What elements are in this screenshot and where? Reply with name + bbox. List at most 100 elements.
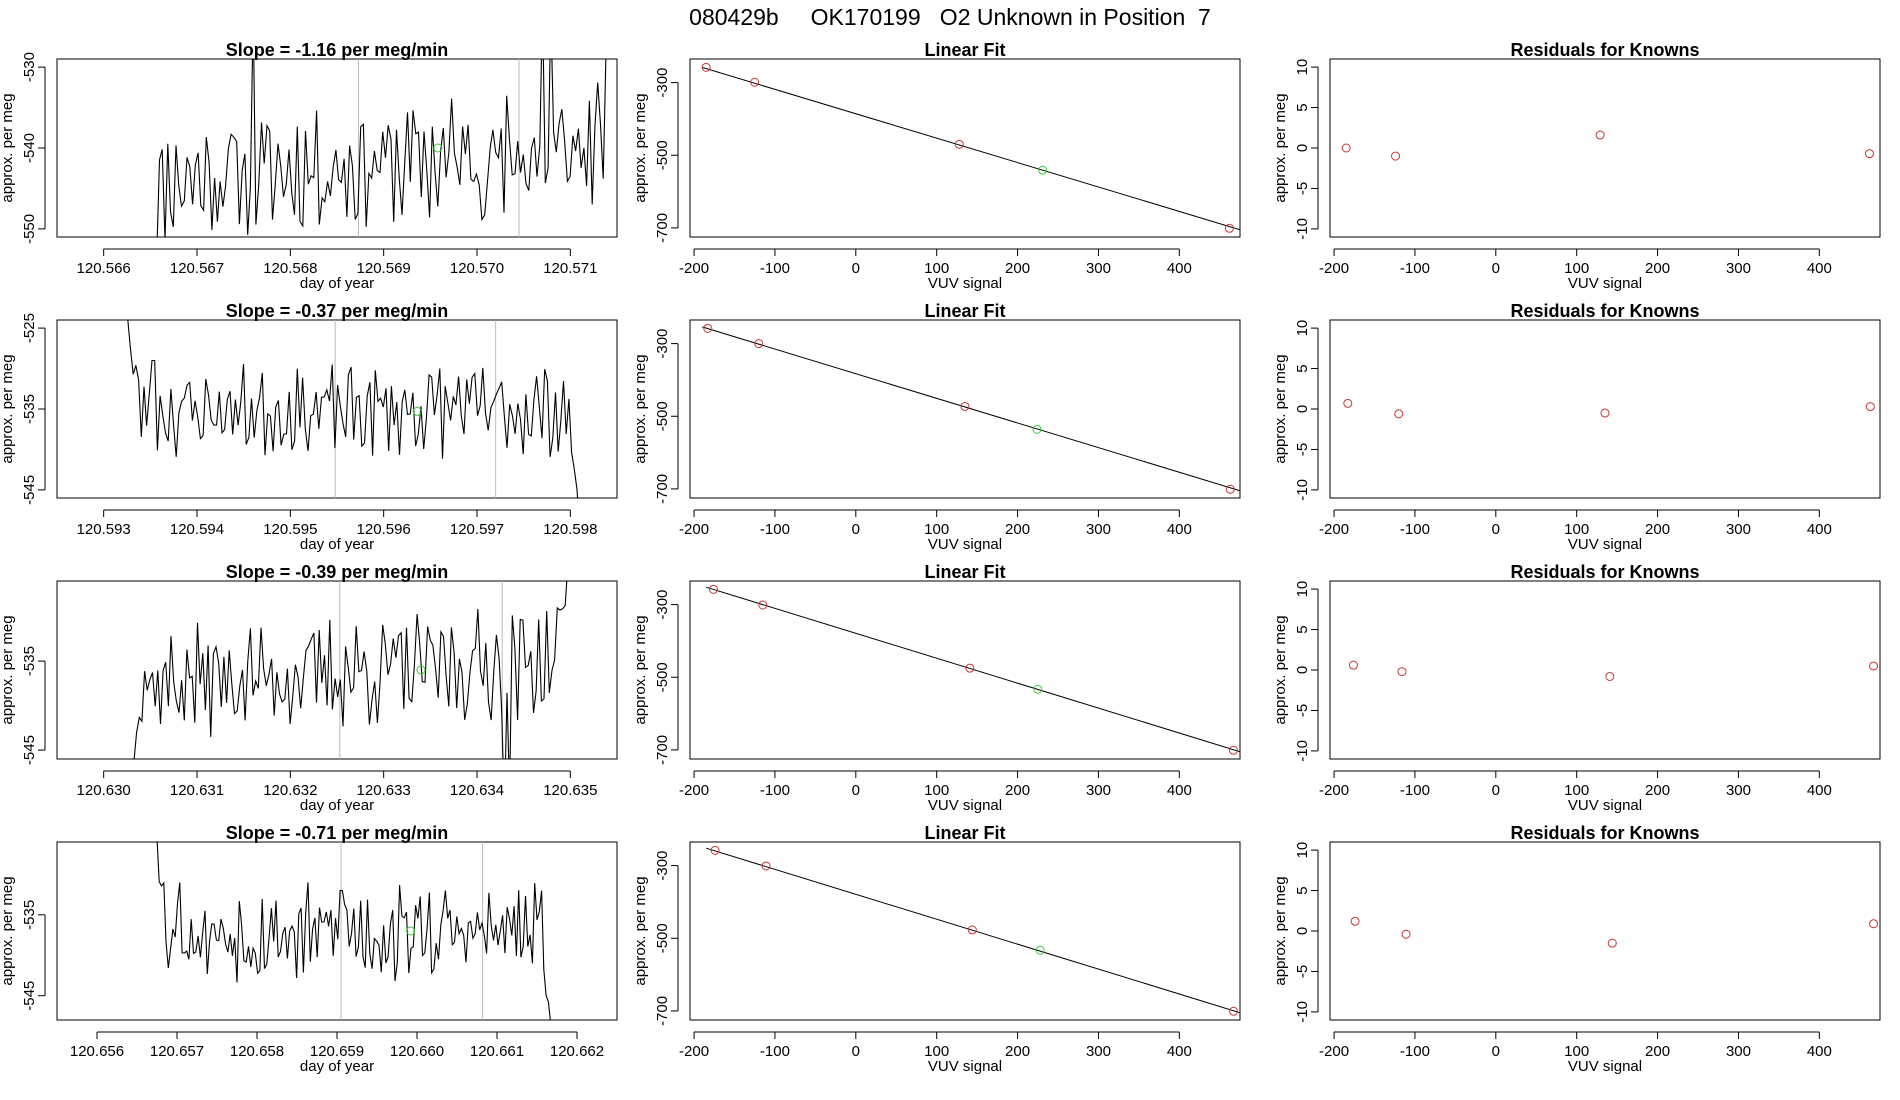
- x-tick-label: 400: [1167, 260, 1192, 277]
- x-tick-label: -200: [1319, 521, 1349, 538]
- unknown-point: [1038, 165, 1048, 175]
- x-tick-label: 120.634: [450, 782, 504, 799]
- residual-point: [1341, 143, 1351, 153]
- x-tick-label: 300: [1726, 260, 1751, 277]
- x-axis-label: VUV signal: [1568, 1058, 1642, 1075]
- y-tick-label: 5: [1294, 103, 1311, 111]
- x-tick-label: 200: [1645, 782, 1670, 799]
- plot-area: [706, 584, 1240, 755]
- y-tick-label: -535: [21, 900, 38, 930]
- x-tick-label: 200: [1005, 782, 1030, 799]
- y-tick-label: -535: [21, 646, 38, 676]
- unknown-point: [412, 406, 422, 416]
- fit-line: [701, 66, 1240, 231]
- x-tick-label: 120.567: [170, 260, 224, 277]
- x-tick-label: 120.598: [543, 521, 597, 538]
- x-tick-label: -200: [679, 782, 709, 799]
- y-tick-label: -10: [1294, 740, 1311, 762]
- series-line: [156, 59, 607, 237]
- y-axis-label: approx. per meg: [1272, 615, 1289, 724]
- y-axis-label: approx. per meg: [0, 615, 16, 724]
- y-tick-label: -545: [21, 475, 38, 505]
- residual-point: [1350, 916, 1360, 926]
- y-tick-label: 5: [1294, 625, 1311, 633]
- y-tick-label: -540: [21, 133, 38, 163]
- plot-frame: [689, 58, 1241, 238]
- residual-point: [1397, 667, 1407, 677]
- plot-area: [1343, 398, 1875, 419]
- plot-area: [156, 842, 551, 1020]
- x-tick-label: 200: [1005, 260, 1030, 277]
- x-tick-label: -100: [1400, 260, 1430, 277]
- plot-title: Slope = -1.16 per meg/min: [226, 40, 449, 60]
- x-tick-label: 400: [1167, 521, 1192, 538]
- x-tick-label: 0: [1492, 521, 1500, 538]
- x-axis-label: VUV signal: [1568, 275, 1642, 292]
- unknown-point: [1035, 945, 1045, 955]
- x-axis-label: VUV signal: [928, 797, 1002, 814]
- series-line: [127, 320, 579, 498]
- x-tick-label: 120.571: [543, 260, 597, 277]
- plot-area: [1348, 660, 1879, 681]
- x-tick-label: 0: [1492, 782, 1500, 799]
- known-point: [960, 401, 970, 411]
- x-tick-label: 120.659: [310, 1043, 364, 1060]
- residual-point: [1865, 402, 1875, 412]
- x-tick-label: 300: [1086, 1043, 1111, 1060]
- y-axis-label: approx. per meg: [1272, 93, 1289, 202]
- x-tick-label: 120.594: [170, 521, 224, 538]
- y-tick-label: -545: [21, 735, 38, 765]
- known-point: [708, 584, 718, 594]
- panel-fit-row-3: Linear Fit -200 -100 0 100 200 300 400 VUV signa…: [632, 562, 1241, 814]
- x-tick-label: 0: [1492, 260, 1500, 277]
- x-tick-label: 100: [924, 521, 949, 538]
- x-tick-label: 100: [924, 1043, 949, 1060]
- panel-fit-row-4: Linear Fit -200 -100 0 100 200 300 400 VUV signa…: [632, 823, 1241, 1075]
- y-tick-label: -10: [1294, 479, 1311, 501]
- panel-timeseries-row-2: Slope = -0.37 per meg/min 120.593 120.594 1…: [0, 301, 618, 553]
- y-tick-label: -700: [654, 735, 671, 765]
- plot-title: Residuals for Knowns: [1510, 562, 1699, 582]
- plot-title: Residuals for Knowns: [1510, 40, 1699, 60]
- plot-frame: [689, 580, 1241, 760]
- x-tick-label: 200: [1645, 521, 1670, 538]
- panel-timeseries-row-1: Slope = -1.16 per meg/min 120.566 120.567 1…: [0, 40, 618, 292]
- plot-frame: [56, 580, 618, 760]
- x-tick-label: 400: [1807, 260, 1832, 277]
- plot-area: [701, 62, 1240, 233]
- plot-frame: [689, 841, 1241, 1021]
- y-tick-label: -700: [654, 213, 671, 243]
- known-point: [965, 663, 975, 673]
- x-tick-label: 120.631: [170, 782, 224, 799]
- y-tick-label: -500: [654, 401, 671, 431]
- x-tick-label: 120.569: [357, 260, 411, 277]
- y-axis-label: approx. per meg: [632, 876, 649, 985]
- y-tick-label: 0: [1294, 144, 1311, 152]
- x-tick-label: 120.657: [150, 1043, 204, 1060]
- x-tick-label: 120.595: [263, 521, 317, 538]
- known-point: [703, 323, 713, 333]
- x-tick-label: 100: [924, 782, 949, 799]
- unknown-point: [433, 143, 443, 153]
- plot-area: [156, 59, 607, 237]
- known-point: [710, 845, 720, 855]
- x-tick-label: -100: [760, 521, 790, 538]
- fit-line: [706, 847, 1240, 1014]
- plot-title: Slope = -0.37 per meg/min: [226, 301, 449, 321]
- residual-point: [1401, 929, 1411, 939]
- residual-point: [1864, 149, 1874, 159]
- x-tick-label: 200: [1645, 1043, 1670, 1060]
- residual-point: [1348, 660, 1358, 670]
- plot-frame: [56, 319, 618, 499]
- y-tick-label: 10: [1294, 320, 1311, 337]
- x-tick-label: 120.660: [390, 1043, 444, 1060]
- x-tick-label: 300: [1086, 782, 1111, 799]
- y-tick-label: -500: [654, 662, 671, 692]
- plot-frame: [1329, 319, 1881, 499]
- x-tick-label: -200: [1319, 260, 1349, 277]
- y-tick-label: -300: [654, 68, 671, 98]
- y-tick-label: -300: [654, 329, 671, 359]
- x-tick-label: -100: [1400, 782, 1430, 799]
- residual-point: [1394, 409, 1404, 419]
- known-point: [758, 600, 768, 610]
